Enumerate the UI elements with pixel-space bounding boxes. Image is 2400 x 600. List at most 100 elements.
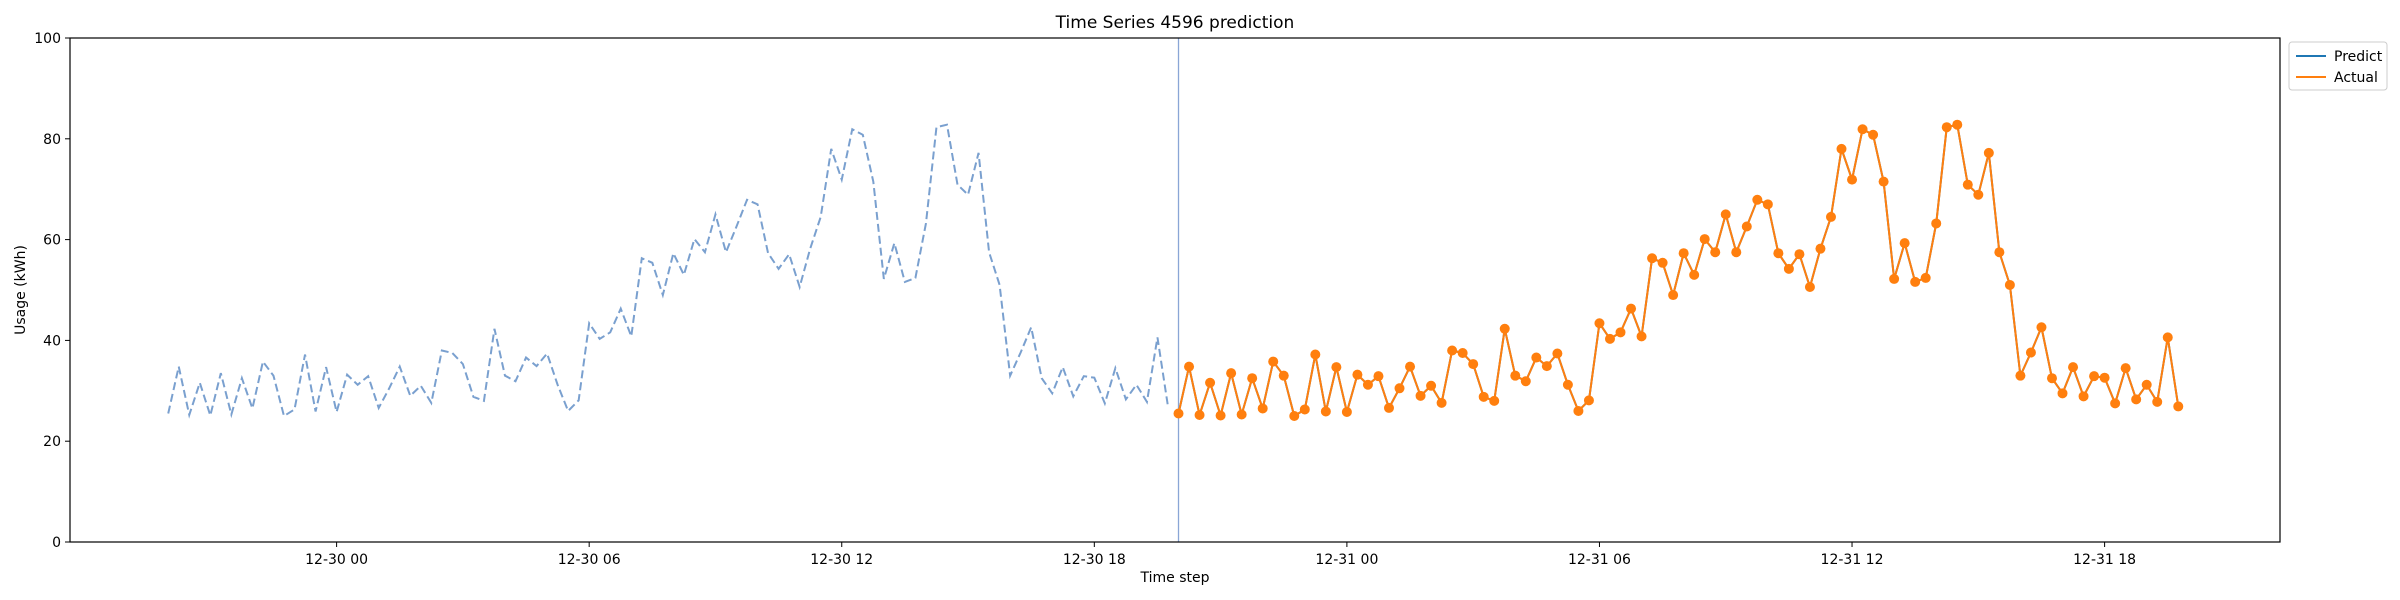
actual-point [2068, 362, 2079, 373]
actual-point [1415, 390, 1426, 401]
legend-label-predict: Predict [2334, 49, 2383, 65]
actual-point [1362, 379, 1373, 390]
actual-point [1636, 331, 1647, 342]
actual-point [1226, 368, 1237, 379]
actual-point [1752, 194, 1763, 205]
actual-point [1394, 383, 1405, 394]
actual-point [1857, 124, 1868, 135]
actual-point [1426, 380, 1437, 391]
actual-point [1405, 361, 1416, 372]
actual-point [1320, 406, 1331, 417]
y-tick-label: 80 [43, 132, 61, 148]
actual-point [2025, 347, 2036, 358]
actual-point [1194, 409, 1205, 420]
actual-point [1457, 348, 1468, 358]
actual-point [1699, 234, 1710, 245]
actual-point [1573, 405, 1584, 416]
actual-point [1794, 249, 1805, 260]
actual-point [1604, 333, 1615, 344]
actual-point [1436, 397, 1447, 408]
actual-point [1899, 238, 1910, 249]
x-tick-label: 12-30 06 [558, 552, 621, 568]
actual-point [1847, 174, 1858, 185]
actual-point [1994, 247, 2005, 258]
actual-point [1710, 247, 1721, 258]
actual-point [1615, 327, 1626, 338]
actual-point [1741, 221, 1752, 232]
x-tick-label: 12-31 00 [1315, 552, 1378, 568]
actual-point [1731, 247, 1742, 258]
actual-point [1583, 395, 1594, 406]
actual-point [2110, 398, 2121, 409]
actual-point [1815, 243, 1826, 254]
actual-point [2131, 394, 2142, 405]
actual-point [1184, 361, 1195, 372]
actual-point [1541, 361, 1552, 372]
actual-point [1804, 281, 1815, 292]
legend: Predict Actual [2288, 41, 2388, 91]
actual-point [1215, 410, 1226, 421]
actual-point [1478, 391, 1489, 402]
x-tick-label: 12-31 18 [2073, 552, 2136, 568]
actual-point [1562, 379, 1573, 390]
y-tick-label: 40 [43, 333, 61, 349]
history-series-line [167, 123, 1169, 420]
x-tick-label: 12-30 12 [810, 552, 873, 568]
actual-point [1878, 176, 1889, 187]
actual-point [1920, 272, 1931, 283]
actual-point [2036, 322, 2047, 333]
actual-point [1447, 345, 1458, 356]
actual-point [1889, 273, 1900, 284]
actual-point [1352, 369, 1363, 380]
actual-point [1689, 269, 1700, 280]
x-tick-label: 12-31 12 [1821, 552, 1884, 568]
actual-point [1257, 403, 1268, 414]
actual-point [1657, 257, 1668, 268]
actual-point [1310, 349, 1321, 360]
actual-point [2141, 379, 2152, 390]
actual-point [1499, 323, 1510, 334]
actual-point [1489, 395, 1500, 406]
actual-point [2057, 388, 2068, 399]
x-tick-label: 12-30 18 [1063, 552, 1126, 568]
actual-point [1468, 359, 1479, 370]
actual-point [1236, 409, 1247, 420]
plot-area [167, 38, 2184, 542]
actual-point [2099, 372, 2110, 383]
actual-point [2173, 401, 2184, 412]
actual-point [1247, 373, 1258, 384]
actual-point [1952, 119, 1963, 130]
actual-point [1762, 199, 1773, 210]
actual-point [1373, 371, 1384, 382]
actual-point [1720, 209, 1731, 220]
actual-point [1205, 377, 1216, 388]
actual-point [1531, 352, 1542, 363]
actual-point [1868, 129, 1879, 140]
actual-point [1552, 348, 1563, 359]
actual-point [1910, 276, 1921, 287]
actual-point [1520, 376, 1531, 387]
actual-point [1983, 147, 1994, 158]
actual-point [2046, 373, 2057, 384]
actual-point [1594, 318, 1605, 329]
actual-point [1783, 263, 1794, 274]
x-tick-label: 12-30 00 [305, 552, 368, 568]
actual-point [1383, 402, 1394, 413]
y-axis-label: Usage (kWh) [13, 245, 29, 335]
legend-label-actual: Actual [2334, 70, 2378, 86]
actual-point [1341, 406, 1352, 417]
actual-point [1647, 253, 1658, 264]
actual-point [1510, 370, 1521, 381]
actual-point [1278, 370, 1289, 381]
y-tick-label: 60 [43, 233, 61, 249]
actual-point [2089, 371, 2100, 382]
actual-point [2078, 391, 2089, 402]
plot-frame [69, 37, 2281, 543]
actual-point [1626, 303, 1637, 314]
actual-point [2120, 363, 2131, 374]
actual-point [1268, 356, 1279, 367]
actual-series-line [1177, 123, 2180, 420]
actual-point [1931, 218, 1942, 229]
actual-point [2152, 396, 2163, 407]
